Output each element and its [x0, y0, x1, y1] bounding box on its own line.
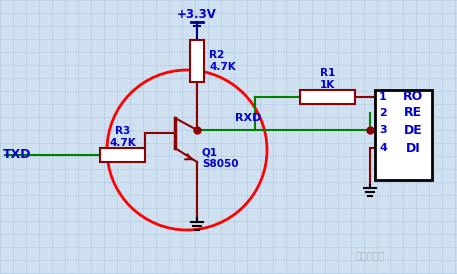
Text: R2
4.7K: R2 4.7K: [209, 50, 236, 72]
Text: RXD: RXD: [235, 113, 261, 123]
Text: 科技老顽童: 科技老顽童: [355, 250, 385, 260]
Text: 2: 2: [379, 108, 387, 118]
Text: 1: 1: [379, 92, 387, 102]
Text: R3
4.7K: R3 4.7K: [109, 126, 136, 148]
Bar: [300, 90, 355, 104]
Text: DE: DE: [404, 124, 422, 136]
Text: TXD: TXD: [3, 149, 32, 161]
Text: RE: RE: [404, 107, 422, 119]
Text: DI: DI: [406, 141, 420, 155]
Text: 3: 3: [379, 125, 387, 135]
Text: Q1
S8050: Q1 S8050: [202, 147, 239, 169]
Text: 4: 4: [379, 143, 387, 153]
Text: RO: RO: [403, 90, 423, 104]
Bar: [190, 40, 204, 82]
Bar: [100, 148, 145, 162]
Bar: [375, 90, 432, 180]
Text: +3.3V: +3.3V: [177, 7, 217, 21]
Text: R1
1K: R1 1K: [320, 68, 335, 90]
